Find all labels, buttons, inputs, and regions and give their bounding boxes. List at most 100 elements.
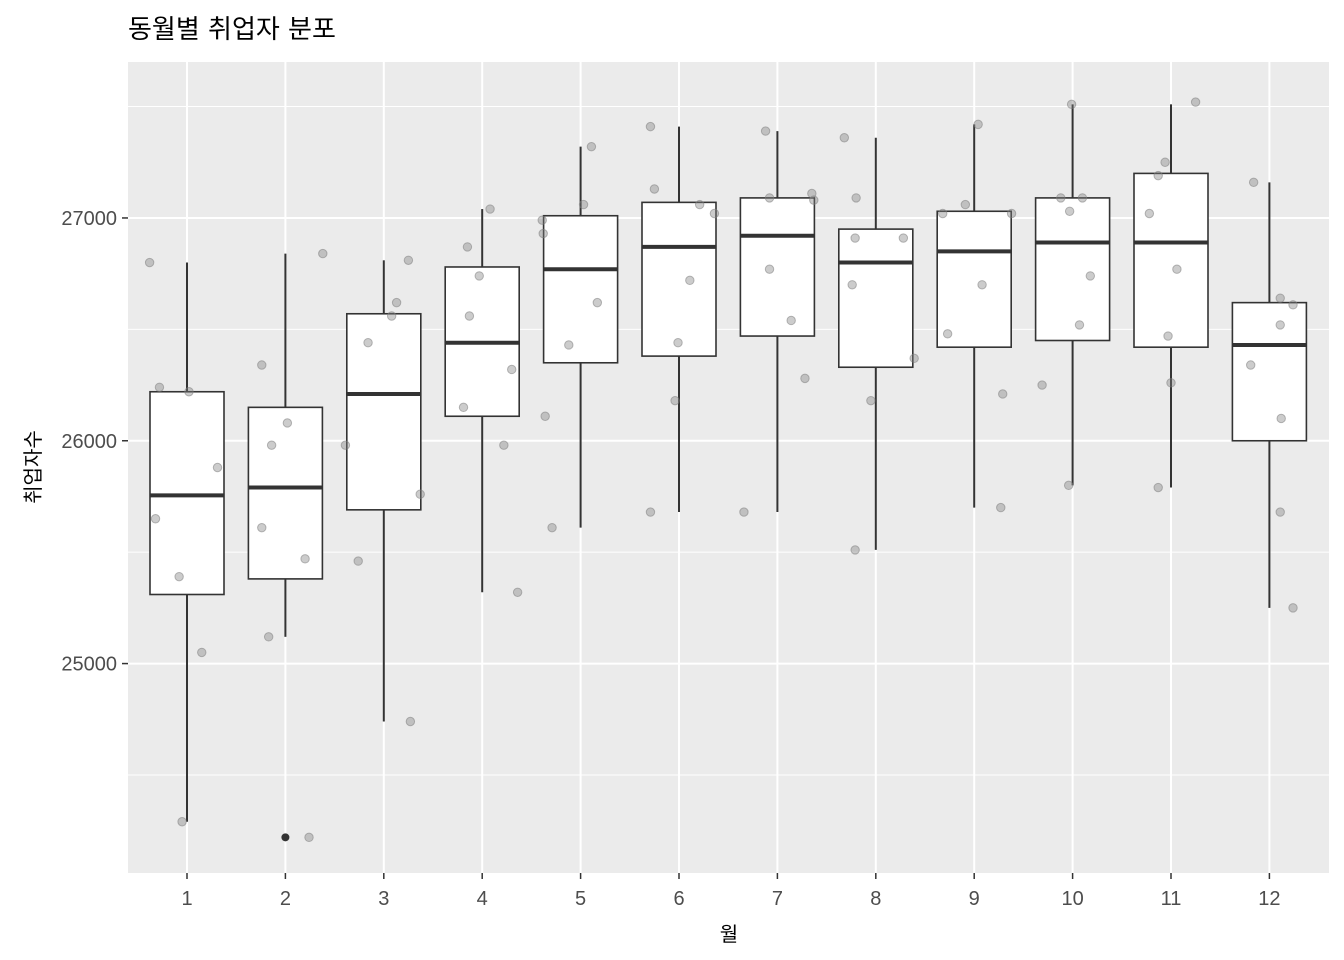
- data-point: [1063, 480, 1074, 491]
- data-point: [850, 545, 860, 555]
- data-point: [353, 556, 363, 566]
- y-axis: 25000 26000 27000: [61, 208, 128, 676]
- x-tick-label: 10: [1061, 888, 1083, 910]
- data-point: [1275, 293, 1285, 303]
- box-3: [345, 260, 422, 722]
- data-point: [1246, 360, 1256, 370]
- x-tick-label: 6: [673, 888, 684, 910]
- data-point: [537, 215, 547, 225]
- data-point: [685, 275, 695, 286]
- data-point: [540, 411, 550, 421]
- data-point: [403, 255, 414, 265]
- data-point: [973, 119, 983, 130]
- data-point: [800, 373, 810, 384]
- data-point: [512, 587, 523, 597]
- data-point: [340, 440, 351, 450]
- data-point: [847, 280, 857, 290]
- data-point: [578, 199, 589, 210]
- x-tick-label: 3: [378, 888, 389, 910]
- x-tick-label: 1: [181, 888, 192, 910]
- x-tick-label: 11: [1161, 888, 1182, 910]
- box-7: [739, 131, 816, 513]
- data-point: [694, 199, 705, 210]
- data-point: [1172, 264, 1182, 274]
- data-point: [942, 329, 953, 339]
- data-point: [499, 440, 509, 450]
- x-axis: 1 2 3 4 5 6 7 8 9 10 11 12: [181, 873, 1281, 910]
- data-point: [266, 440, 277, 450]
- data-point: [150, 514, 161, 524]
- data-point: [474, 271, 484, 281]
- data-point: [996, 502, 1006, 513]
- data-point: [839, 133, 850, 143]
- data-point: [538, 228, 548, 239]
- data-point: [1248, 177, 1259, 188]
- data-point: [586, 141, 597, 152]
- data-point: [415, 489, 425, 499]
- data-point: [898, 233, 909, 243]
- x-tick-label: 4: [477, 888, 488, 910]
- data-point: [1275, 320, 1285, 330]
- y-axis-title: 취업자수: [21, 430, 45, 504]
- data-point: [1056, 193, 1066, 203]
- data-point: [197, 647, 207, 658]
- data-point: [507, 364, 517, 375]
- data-point: [645, 121, 656, 132]
- box-10: [1034, 104, 1111, 486]
- data-point: [363, 338, 373, 348]
- data-point: [462, 242, 473, 252]
- data-point: [909, 353, 919, 364]
- data-point: [764, 193, 775, 203]
- box-body: [345, 312, 422, 511]
- box-9: [936, 124, 1013, 508]
- data-point: [1160, 157, 1170, 167]
- outlier-point: [281, 833, 290, 842]
- box-5: [542, 146, 619, 528]
- data-point: [547, 522, 557, 533]
- data-point: [1064, 206, 1075, 216]
- data-point: [670, 395, 680, 406]
- data-point: [1066, 99, 1077, 110]
- x-tick-label: 12: [1258, 888, 1280, 910]
- data-point: [1006, 208, 1017, 219]
- box-body: [1034, 197, 1111, 342]
- box-body: [641, 201, 717, 357]
- data-point: [184, 387, 194, 397]
- x-tick-label: 8: [870, 888, 881, 910]
- data-point: [673, 338, 683, 348]
- data-point: [1153, 170, 1163, 181]
- data-point: [282, 418, 293, 428]
- data-point: [212, 462, 223, 473]
- data-point: [485, 204, 495, 214]
- data-point: [405, 716, 416, 727]
- data-point: [998, 389, 1008, 399]
- data-point: [977, 280, 987, 290]
- data-point: [649, 184, 660, 194]
- data-point: [564, 340, 574, 350]
- box-11: [1133, 104, 1209, 488]
- data-point: [850, 233, 860, 243]
- x-tick-label: 2: [280, 888, 291, 910]
- plot-panel: [128, 62, 1329, 873]
- x-tick-label: 5: [575, 888, 586, 910]
- data-point: [1288, 603, 1298, 613]
- x-tick-label: 9: [969, 888, 980, 910]
- data-point: [1190, 97, 1201, 107]
- data-point: [866, 395, 876, 406]
- data-point: [709, 208, 720, 219]
- x-tick-label: 7: [772, 888, 783, 910]
- data-point: [739, 507, 749, 517]
- data-point: [464, 311, 475, 321]
- data-point: [177, 817, 187, 827]
- data-point: [1144, 208, 1155, 219]
- data-point: [760, 126, 771, 136]
- y-tick-label: 26000: [61, 431, 117, 453]
- data-point: [1077, 193, 1088, 203]
- data-point: [1166, 378, 1176, 388]
- data-point: [1163, 331, 1173, 341]
- box-4: [444, 209, 521, 593]
- data-point: [1276, 413, 1286, 424]
- y-tick-label: 25000: [61, 654, 117, 676]
